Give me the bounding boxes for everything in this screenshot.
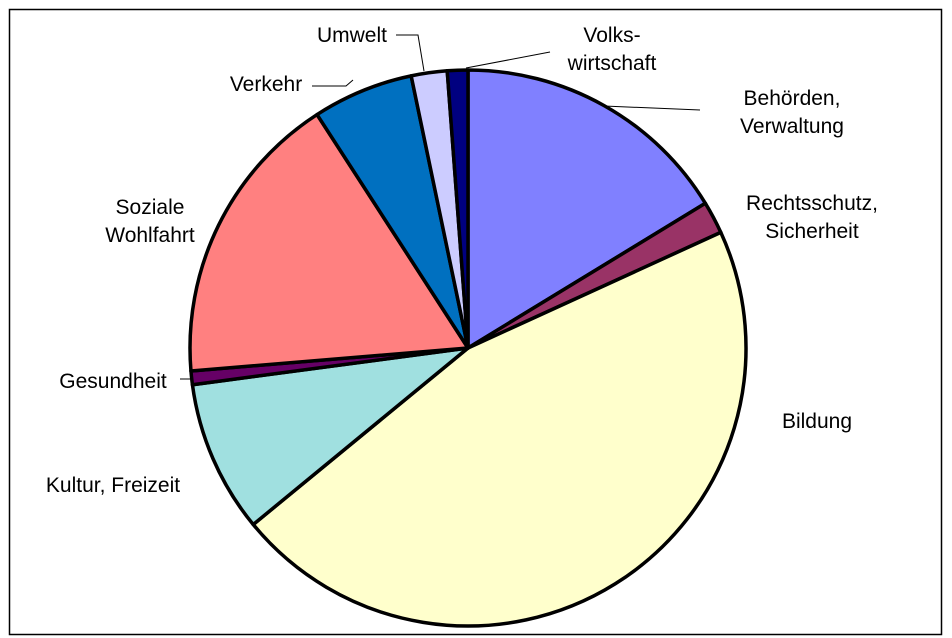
slice-label: Bildung [782, 410, 852, 433]
leader-line [603, 105, 701, 111]
slice-label-line: Sicherheit [765, 220, 859, 243]
slice-label-line: Bildung [782, 410, 852, 433]
slice-label-line: Behörden, [744, 87, 841, 110]
slice-label: Soziale Wohlfahrt [105, 196, 195, 247]
slice-label: Umwelt [317, 24, 387, 47]
slice-label-line: Gesundheit [59, 370, 167, 393]
pie-slice-volkswirtschaft [445, 68, 470, 350]
slice-label: Kultur, Freizeit [46, 474, 180, 497]
leader-line [465, 51, 551, 69]
pie-slice-kultur-freizeit [190, 346, 470, 527]
slice-label: Gesundheit [59, 370, 167, 393]
slice-label-line: Soziale [116, 196, 185, 219]
slice-label-line: Verkehr [230, 73, 302, 96]
slices-group [188, 68, 748, 628]
slice-label-line: Umwelt [317, 24, 387, 47]
slice-label-line: Volks- [583, 24, 640, 47]
slice-label-line: wirtschaft [567, 52, 657, 75]
slice-label-line: Rechtsschutz, [746, 192, 878, 215]
leader-line [396, 34, 425, 72]
labels-group: Behörden, Verwaltung Rechtsschutz, Sicherhe… [46, 24, 878, 497]
leader-line [312, 79, 354, 87]
pie-slice-soziale-wohlfahrt [188, 112, 470, 373]
slice-label: Volks-wirtschaft [567, 24, 657, 75]
slice-label-line: Wohlfahrt [105, 224, 195, 247]
slice-label: Behörden, Verwaltung [740, 87, 844, 138]
slice-label: Verkehr [230, 73, 302, 96]
slice-label-line: Verwaltung [740, 115, 844, 138]
slice-label-line: Kultur, Freizeit [46, 474, 180, 497]
slice-label: Rechtsschutz, Sicherheit [746, 192, 878, 243]
leader-lines-group [180, 34, 701, 380]
pie-slice-bildung [251, 230, 748, 628]
